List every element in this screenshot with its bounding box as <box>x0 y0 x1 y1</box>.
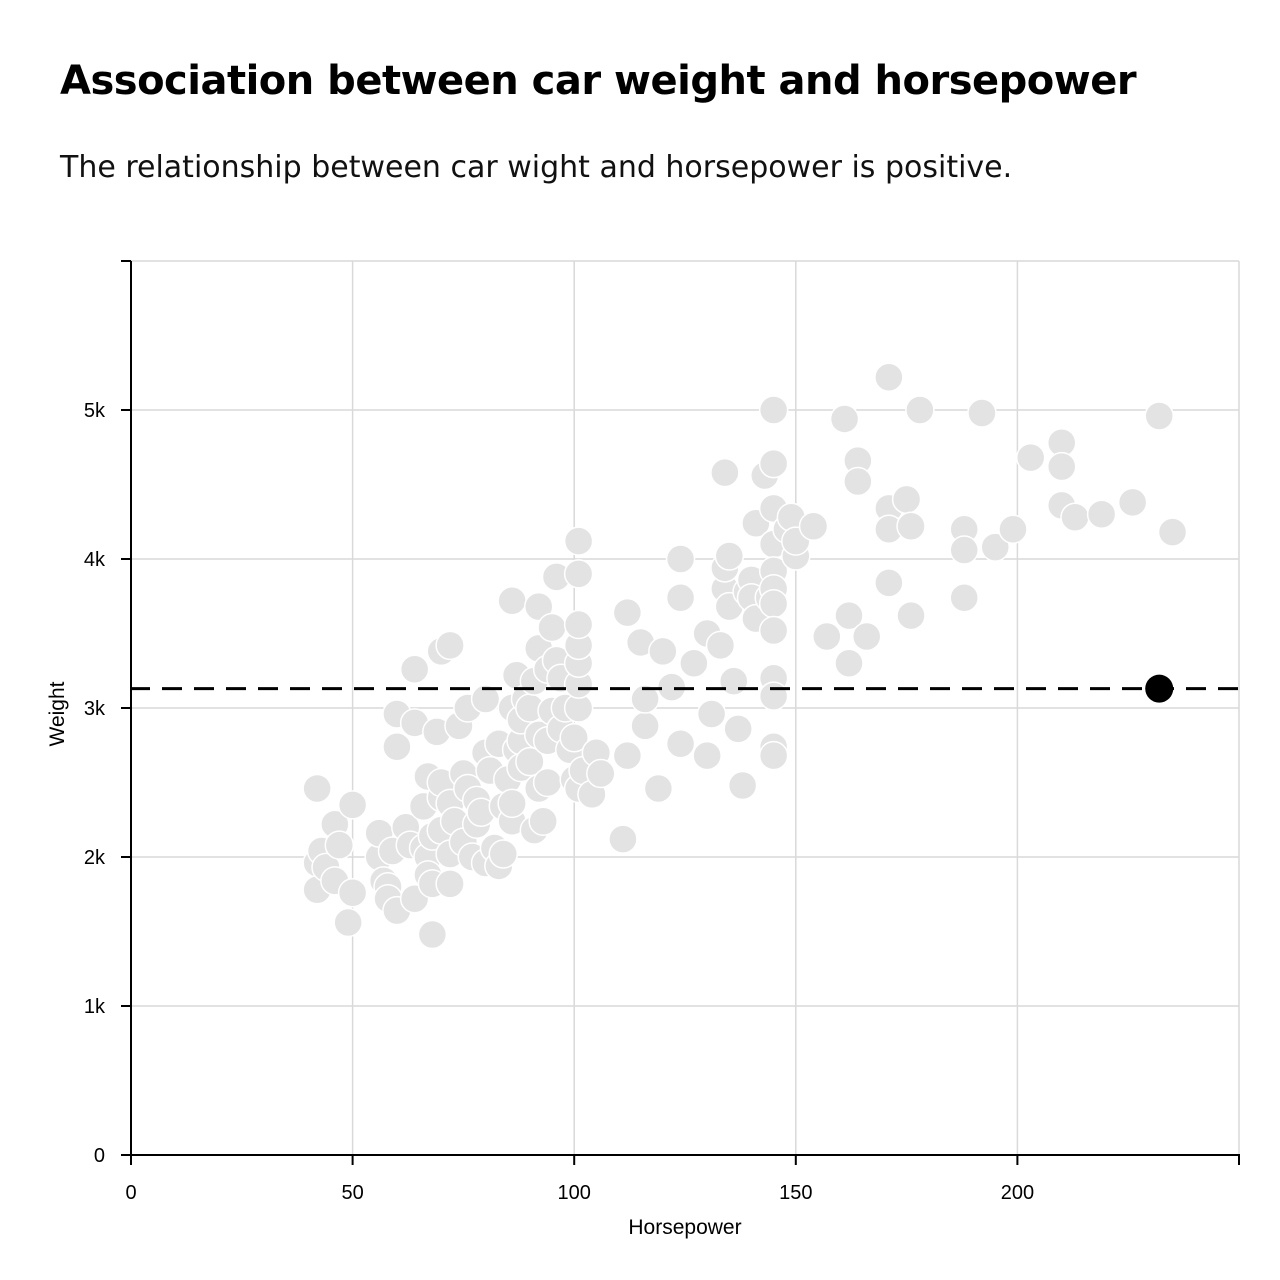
data-point <box>723 714 753 744</box>
data-point <box>1144 401 1174 431</box>
y-tick-label: 5k <box>84 400 106 422</box>
data-point <box>665 582 696 613</box>
data-point <box>302 773 332 804</box>
grid-lines <box>131 260 1240 1155</box>
x-tick-label: 150 <box>779 1182 812 1204</box>
data-point <box>435 630 465 661</box>
data-point <box>399 654 430 685</box>
data-point <box>905 395 935 425</box>
y-tick-label: 4k <box>84 549 106 571</box>
x-axis-label: Horsepower <box>628 1216 741 1239</box>
data-point <box>612 740 643 771</box>
data-point <box>665 544 696 574</box>
data-point <box>333 907 363 938</box>
data-point <box>470 684 501 714</box>
data-point <box>798 511 829 541</box>
data-point <box>1086 499 1117 530</box>
data-point <box>758 740 789 771</box>
data-point <box>1117 487 1148 518</box>
data-point <box>1060 502 1090 533</box>
tick-labels: 0 50 100 150 200 0 1k 2k 3k 4k 5k <box>84 400 1034 1204</box>
data-point <box>488 839 519 869</box>
data-point <box>812 621 842 652</box>
x-tick-label: 200 <box>1001 1182 1034 1204</box>
data-point <box>1015 442 1046 473</box>
data-point <box>608 824 638 854</box>
y-tick-label: 0 <box>94 1145 105 1167</box>
data-point <box>874 362 904 392</box>
data-point <box>980 532 1010 562</box>
data-point <box>435 869 465 899</box>
data-point <box>630 684 660 714</box>
highlight-point <box>1145 674 1174 703</box>
data-point <box>337 878 368 908</box>
x-tick-label: 0 <box>125 1182 136 1204</box>
data-point <box>896 600 926 631</box>
data-point <box>719 666 749 696</box>
y-tick-label: 3k <box>84 698 106 720</box>
data-point <box>967 398 997 428</box>
data-point <box>337 790 368 820</box>
data-point <box>949 535 979 565</box>
data-point <box>382 731 412 762</box>
x-tick-label: 100 <box>558 1182 591 1204</box>
data-point <box>679 648 709 679</box>
data-point <box>612 597 643 628</box>
data-point <box>563 609 594 640</box>
data-point <box>643 773 674 804</box>
data-point <box>528 806 558 836</box>
data-points <box>302 362 1188 950</box>
data-point <box>665 729 696 759</box>
y-tick-label: 2k <box>84 847 106 869</box>
data-point <box>834 600 864 631</box>
data-point <box>532 767 563 798</box>
y-tick-label: 1k <box>84 996 106 1018</box>
data-point <box>497 585 527 616</box>
data-point <box>630 711 660 741</box>
data-point <box>563 559 594 589</box>
data-point <box>563 526 594 556</box>
axes <box>121 260 1240 1165</box>
data-point <box>324 830 355 860</box>
data-point <box>559 723 589 753</box>
data-point <box>1157 517 1188 547</box>
data-point <box>758 395 789 425</box>
data-point <box>829 404 860 434</box>
data-point <box>758 588 789 619</box>
data-point <box>896 511 926 541</box>
data-point <box>586 758 616 789</box>
reference-line-group <box>130 674 1239 703</box>
data-point <box>834 648 864 679</box>
data-point <box>758 681 789 711</box>
data-point <box>537 612 567 643</box>
data-point <box>710 457 740 488</box>
data-point <box>758 615 789 646</box>
data-point <box>1046 451 1077 482</box>
data-point <box>515 746 545 777</box>
y-axis-label: Weight <box>46 681 69 746</box>
data-point <box>998 514 1028 544</box>
data-point <box>692 740 722 771</box>
data-point <box>648 636 678 667</box>
chart-title: Association between car weight and horse… <box>60 58 1137 104</box>
data-point <box>727 770 758 801</box>
data-point <box>696 699 727 729</box>
data-point <box>417 919 448 950</box>
data-point <box>497 788 527 819</box>
data-point <box>851 621 882 652</box>
chart-subtitle: The relationship between car wight and h… <box>60 150 1013 185</box>
data-point <box>891 484 922 515</box>
data-point <box>949 582 979 613</box>
data-point <box>714 541 745 571</box>
data-point <box>874 568 904 598</box>
data-point <box>758 448 789 479</box>
data-point <box>705 630 736 661</box>
data-point <box>843 466 873 497</box>
x-tick-label: 50 <box>341 1182 363 1204</box>
data-point <box>523 591 554 622</box>
